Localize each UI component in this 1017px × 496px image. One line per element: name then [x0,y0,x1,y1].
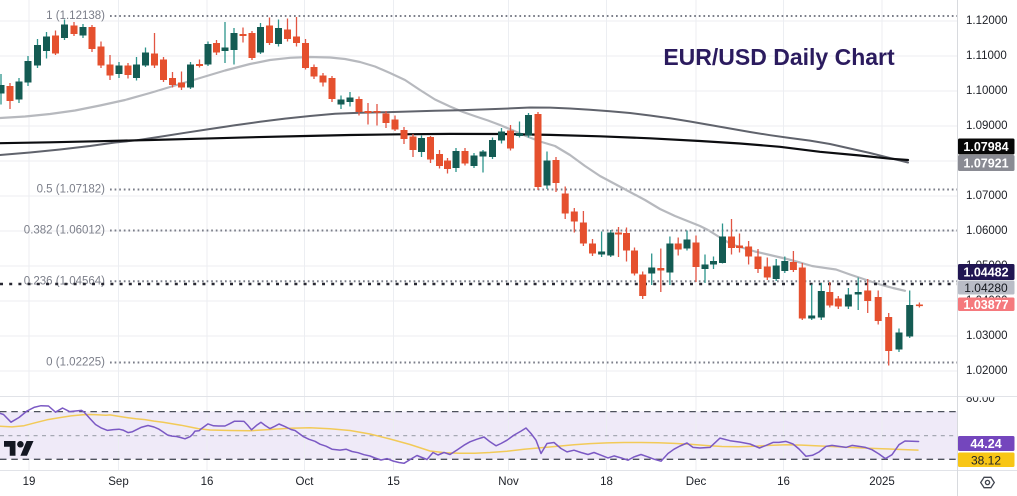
svg-text:1.11000: 1.11000 [966,50,1007,62]
svg-text:0 (1.02225): 0 (1.02225) [46,357,105,369]
svg-text:1.02000: 1.02000 [966,365,1008,377]
svg-text:38.12: 38.12 [971,453,1001,467]
svg-text:1.06000: 1.06000 [966,225,1008,237]
svg-text:1.07921: 1.07921 [963,157,1008,171]
svg-text:1.07984: 1.07984 [963,140,1008,154]
svg-text:16: 16 [777,476,790,488]
svg-text:1.12000: 1.12000 [966,15,1008,27]
svg-text:0.5 (1.07182): 0.5 (1.07182) [37,184,106,196]
svg-text:Sep: Sep [108,476,128,488]
svg-text:1.03877: 1.03877 [963,298,1008,312]
svg-text:44.24: 44.24 [970,437,1001,451]
svg-text:EUR/USD Daily Chart: EUR/USD Daily Chart [663,44,895,70]
svg-text:2025: 2025 [869,476,895,488]
svg-text:1.09000: 1.09000 [966,120,1008,132]
svg-text:1.07000: 1.07000 [966,190,1008,202]
svg-text:0.382 (1.06012): 0.382 (1.06012) [24,225,105,237]
svg-text:Nov: Nov [498,476,519,488]
svg-text:Dec: Dec [686,476,707,488]
svg-text:1.10000: 1.10000 [966,85,1008,97]
svg-text:15: 15 [387,476,400,488]
svg-text:1.03000: 1.03000 [966,330,1008,342]
svg-text:18: 18 [600,476,613,488]
svg-text:19: 19 [23,476,36,488]
svg-text:1 (1.12138): 1 (1.12138) [46,10,105,22]
svg-text:1.04280: 1.04280 [964,281,1008,295]
svg-text:0.236 (1.04564): 0.236 (1.04564) [24,275,105,287]
svg-text:Oct: Oct [296,476,315,488]
svg-text:80.00: 80.00 [966,393,995,405]
svg-text:1.04482: 1.04482 [963,266,1008,280]
svg-text:16: 16 [201,476,214,488]
